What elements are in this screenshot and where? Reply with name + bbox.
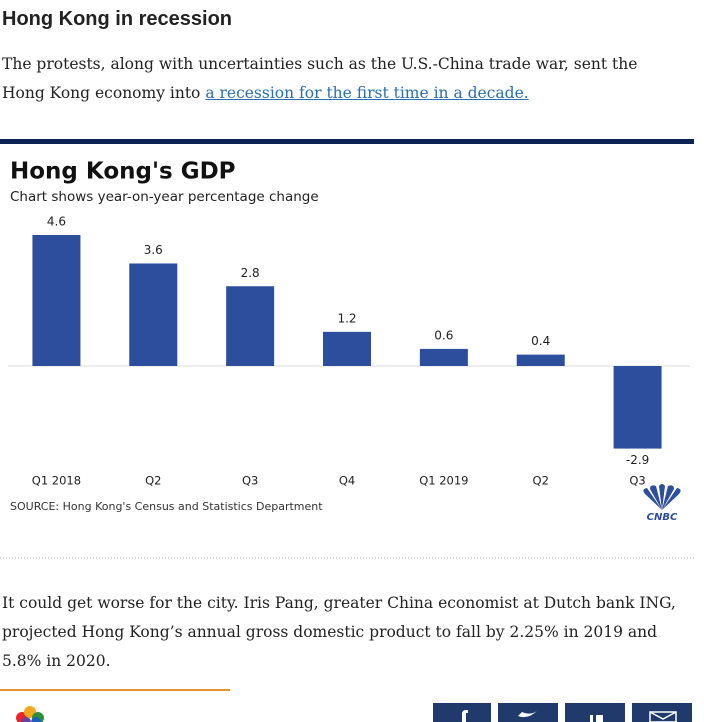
chart-top-rule — [0, 139, 694, 144]
bar — [323, 331, 371, 366]
value-label: 0.6 — [434, 328, 453, 342]
logo-text: CNBC — [647, 512, 678, 523]
share-linkedin[interactable] — [565, 703, 625, 722]
value-label: 3.6 — [144, 243, 163, 257]
intro-paragraph: The protests, along with uncertainties s… — [2, 50, 682, 108]
bar — [516, 354, 565, 366]
value-label: 2.8 — [241, 266, 260, 280]
intro-link[interactable]: a recession for the first time in a deca… — [205, 84, 529, 102]
bar — [226, 286, 275, 366]
x-tick-label: Q1 2019 — [419, 474, 468, 488]
x-tick-label: Q2 — [533, 474, 549, 488]
value-label: -2.9 — [626, 453, 649, 467]
bar — [129, 263, 178, 366]
x-tick-label: Q2 — [145, 474, 161, 488]
chart-title: Hong Kong's GDP — [10, 159, 236, 185]
x-tick-label: Q3 — [242, 474, 258, 488]
section-title: Hong Kong in recession — [2, 8, 233, 30]
value-label: 1.2 — [337, 311, 356, 325]
chart-source: SOURCE: Hong Kong's Census and Statistic… — [10, 500, 323, 513]
share-buttons — [433, 703, 692, 722]
bar — [32, 235, 81, 366]
intro-text: The protests, along with uncertainties s… — [2, 55, 638, 102]
footer-logo — [16, 706, 44, 722]
x-tick-label: Q4 — [339, 474, 355, 488]
bar — [419, 348, 468, 366]
share-twitter[interactable] — [498, 703, 558, 722]
cnbc-logo: CNBC — [643, 484, 681, 523]
value-label: 4.6 — [47, 215, 66, 229]
bar — [613, 366, 662, 449]
value-label: 0.4 — [531, 334, 550, 348]
x-tick-label: Q3 — [629, 474, 645, 488]
share-facebook[interactable] — [433, 703, 491, 722]
chart-subtitle: Chart shows year-on-year percentage chan… — [10, 189, 319, 205]
body-paragraph: It could get worse for the city. Iris Pa… — [2, 594, 676, 670]
x-tick-label: Q1 2018 — [32, 474, 81, 488]
